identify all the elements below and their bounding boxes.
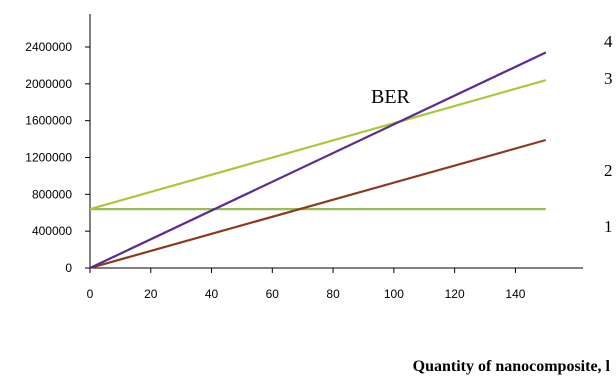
- series-label-3: 3: [604, 69, 613, 88]
- x-tick-label: 120: [445, 287, 465, 301]
- series-line-3: [89, 79, 547, 211]
- y-tick-label: 2400000: [25, 40, 72, 54]
- y-tick-label: 0: [65, 261, 72, 275]
- series-label-2: 2: [604, 161, 613, 180]
- x-tick-label: 40: [205, 287, 219, 301]
- x-tick-label: 140: [505, 287, 525, 301]
- series-label-4: 4: [604, 32, 613, 51]
- y-tick-label: 1600000: [25, 114, 72, 128]
- series-labels: 1 2 3 4: [604, 32, 613, 236]
- x-axis-title: Quantity of nanocomposite, l: [413, 358, 611, 375]
- series-label-1: 1: [604, 217, 613, 236]
- x-tick-label: 100: [384, 287, 404, 301]
- x-tick-label: 60: [266, 287, 280, 301]
- axes: 0 400000 800000 1200000 1600000 2000000 240000…: [25, 14, 583, 301]
- annotation-ber: BER: [371, 86, 411, 108]
- y-tick-label: 2000000: [25, 77, 72, 91]
- y-tick-label: 1200000: [25, 151, 72, 165]
- x-tick-label: 20: [144, 287, 158, 301]
- series-line-2: [89, 138, 547, 270]
- y-tick-label: 800000: [32, 187, 72, 201]
- x-tick-label: 0: [87, 287, 94, 301]
- y-tick-label: 400000: [32, 224, 72, 238]
- series-lines: [89, 51, 547, 270]
- x-tick-label: 80: [326, 287, 340, 301]
- series-line-4: [89, 51, 547, 269]
